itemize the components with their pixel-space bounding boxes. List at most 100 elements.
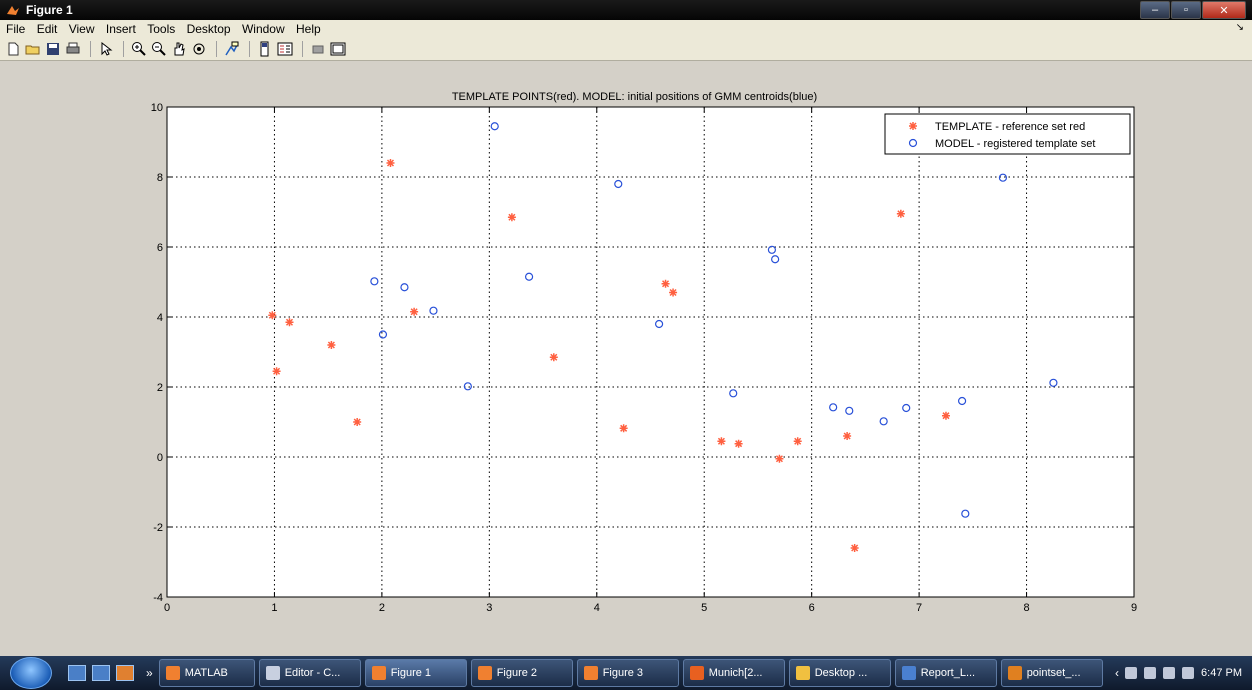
system-tray: ‹ 6:47 PM xyxy=(1109,656,1252,690)
app-icon xyxy=(371,666,386,680)
y-tick-label: -4 xyxy=(153,592,163,604)
model-series xyxy=(370,122,1058,518)
y-tick-label: 10 xyxy=(151,102,163,114)
x-tick-label: 3 xyxy=(486,602,492,614)
media-player-icon[interactable] xyxy=(116,665,134,681)
print-icon[interactable] xyxy=(64,40,82,58)
start-button[interactable] xyxy=(10,657,52,689)
x-tick-label: 0 xyxy=(164,602,170,614)
legend-marker xyxy=(909,122,917,130)
menu-file[interactable]: File xyxy=(6,22,26,36)
legend-box xyxy=(884,113,1131,155)
model-point xyxy=(524,272,534,281)
taskbar-button[interactable]: Editor - C... xyxy=(258,659,361,687)
action-center-icon[interactable] xyxy=(1144,667,1157,679)
model-point xyxy=(1049,378,1058,387)
minimize-button[interactable]: – xyxy=(1140,1,1170,19)
y-tick-label: 0 xyxy=(157,452,163,464)
model-point xyxy=(845,406,854,415)
scatter-plot: 0 1 2 3 4 5 6 7 8 9 -4 -2 0 2 4 6 8 10 TEMPLATE POINTS(red… xyxy=(151,91,1137,614)
zoom-out-icon[interactable] xyxy=(150,40,168,58)
menu-window[interactable]: Window xyxy=(241,22,285,36)
menu-help[interactable]: Help xyxy=(295,22,321,36)
figure-toolbar xyxy=(0,38,1252,61)
taskbar-button[interactable]: Desktop ... xyxy=(788,659,891,687)
window-title: Figure 1 xyxy=(26,3,73,17)
template-point xyxy=(717,437,726,446)
model-point xyxy=(400,283,409,292)
menu-view[interactable]: View xyxy=(68,22,95,36)
menu-edit[interactable]: Edit xyxy=(36,22,58,36)
rotate-3d-icon[interactable] xyxy=(190,40,208,58)
task-list: MATLAB Editor - C... Figure 1 Figure 2 Figur… xyxy=(158,659,1107,687)
display-icon[interactable] xyxy=(1163,667,1176,679)
taskbar-button[interactable]: Figure 1 xyxy=(364,659,467,687)
template-series xyxy=(268,159,950,552)
maximize-button[interactable]: ▫ xyxy=(1171,1,1201,19)
template-point xyxy=(793,437,802,446)
template-point xyxy=(661,279,670,288)
y-tick-label: 2 xyxy=(157,382,163,394)
model-point xyxy=(879,417,888,426)
taskbar-button[interactable]: MATLAB xyxy=(158,659,255,687)
template-point xyxy=(507,213,516,222)
template-point xyxy=(669,288,678,297)
show-plot-tools-icon[interactable] xyxy=(329,40,347,58)
template-point xyxy=(734,439,743,448)
template-point xyxy=(619,424,628,433)
clock[interactable]: 6:47 PM xyxy=(1201,667,1242,679)
x-tick-label: 6 xyxy=(809,602,815,614)
dock-arrow-icon[interactable]: ↘ xyxy=(1235,22,1244,33)
close-button[interactable]: ✕ xyxy=(1202,1,1246,19)
switch-windows-icon[interactable] xyxy=(92,665,110,681)
model-point xyxy=(902,403,911,413)
plot-area xyxy=(167,107,1134,597)
colorbar-icon[interactable] xyxy=(256,40,274,58)
menu-insert[interactable]: Insert xyxy=(105,22,136,36)
taskbar-button[interactable]: Report_L... xyxy=(894,659,997,687)
taskbar-button-label: Figure 2 xyxy=(496,667,538,679)
network-icon[interactable] xyxy=(1125,667,1138,679)
data-cursor-icon[interactable] xyxy=(223,40,241,58)
axes-box xyxy=(166,106,1135,598)
taskbar-button[interactable]: pointset_... xyxy=(1000,659,1103,687)
toolbar-separator xyxy=(90,41,91,57)
toolbar-separator xyxy=(123,41,124,57)
legend-icon[interactable] xyxy=(276,40,294,58)
new-file-icon[interactable] xyxy=(4,40,22,58)
template-point xyxy=(327,341,336,349)
hide-plot-tools-icon[interactable] xyxy=(309,40,327,58)
y-tick-label: 8 xyxy=(157,172,163,184)
model-point xyxy=(370,277,379,286)
taskbar-button[interactable]: Figure 2 xyxy=(470,659,573,687)
template-point xyxy=(896,209,905,218)
app-icon xyxy=(265,666,280,680)
app-icon xyxy=(689,666,704,680)
menu-desktop[interactable]: Desktop xyxy=(186,22,231,36)
window-controls: – ▫ ✕ xyxy=(1139,1,1246,19)
taskbar-button[interactable]: Munich[2... xyxy=(682,659,785,687)
volume-icon[interactable] xyxy=(1182,667,1195,679)
quick-launch-chevron[interactable]: » xyxy=(146,666,153,680)
zoom-in-icon[interactable] xyxy=(130,40,148,58)
legend-label: TEMPLATE - reference set red xyxy=(935,121,1085,133)
model-point xyxy=(829,403,838,412)
x-tick-label: 8 xyxy=(1023,602,1029,614)
taskbar-button-label: pointset_... xyxy=(1026,667,1081,679)
model-point xyxy=(998,173,1008,182)
taskbar-button[interactable]: Figure 3 xyxy=(576,659,679,687)
taskbar-button-label: Report_L... xyxy=(920,667,976,679)
toolbar-separator xyxy=(302,41,303,57)
show-desktop-icon[interactable] xyxy=(68,665,86,681)
model-point xyxy=(767,245,777,254)
open-folder-icon[interactable] xyxy=(24,40,42,58)
tray-chevron[interactable]: ‹ xyxy=(1115,666,1120,680)
template-point xyxy=(353,418,362,426)
pointer-icon[interactable] xyxy=(97,40,115,58)
pan-hand-icon[interactable] xyxy=(170,40,188,58)
menu-tools[interactable]: Tools xyxy=(147,22,176,36)
title-bar: Figure 1 – ▫ ✕ xyxy=(0,0,1252,20)
save-icon[interactable] xyxy=(44,40,62,58)
taskbar-button-label: MATLAB xyxy=(184,667,228,679)
matlab-logo-icon xyxy=(6,3,20,22)
